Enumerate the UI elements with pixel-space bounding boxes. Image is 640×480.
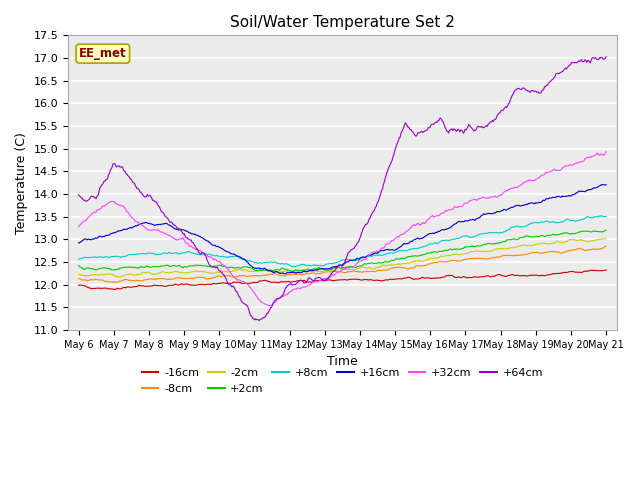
Line: +2cm: +2cm — [79, 230, 606, 271]
+16cm — [281, 271, 289, 276]
Line: -2cm: -2cm — [79, 239, 606, 277]
-2cm — [387, 262, 394, 268]
+32cm — [428, 213, 436, 219]
-2cm — [75, 272, 83, 277]
-8cm — [473, 256, 481, 262]
X-axis label: Time: Time — [327, 355, 358, 369]
+2cm — [428, 250, 436, 255]
+2cm — [211, 264, 218, 269]
-8cm — [112, 279, 120, 285]
+8cm — [428, 241, 436, 247]
Line: +16cm: +16cm — [79, 185, 606, 274]
+64cm — [168, 219, 176, 225]
+64cm — [255, 318, 263, 324]
-16cm — [110, 287, 118, 292]
+16cm — [473, 216, 481, 222]
Line: +64cm: +64cm — [79, 57, 606, 321]
-16cm — [602, 267, 610, 273]
+16cm — [387, 247, 394, 253]
-16cm — [314, 278, 322, 284]
+64cm — [75, 192, 83, 198]
+2cm — [602, 228, 610, 233]
Line: +32cm: +32cm — [79, 152, 606, 306]
+32cm — [473, 198, 481, 204]
Title: Soil/Water Temperature Set 2: Soil/Water Temperature Set 2 — [230, 15, 455, 30]
Text: EE_met: EE_met — [79, 47, 127, 60]
-16cm — [428, 276, 436, 281]
+32cm — [267, 303, 275, 309]
-8cm — [387, 266, 394, 272]
+64cm — [387, 162, 394, 168]
+8cm — [598, 213, 605, 218]
-16cm — [473, 274, 481, 280]
-2cm — [602, 236, 610, 241]
+16cm — [75, 240, 83, 246]
+8cm — [75, 256, 83, 262]
+32cm — [602, 149, 610, 155]
Line: -16cm: -16cm — [79, 270, 606, 289]
+32cm — [314, 278, 322, 284]
Line: +8cm: +8cm — [79, 216, 606, 267]
Line: -8cm: -8cm — [79, 246, 606, 282]
+2cm — [269, 268, 276, 274]
+16cm — [211, 242, 218, 248]
+2cm — [387, 258, 394, 264]
+2cm — [168, 264, 176, 269]
Legend: -16cm, -8cm, -2cm, +2cm, +8cm, +16cm, +32cm, +64cm: -16cm, -8cm, -2cm, +2cm, +8cm, +16cm, +3… — [138, 364, 547, 398]
-8cm — [428, 260, 436, 266]
+8cm — [473, 233, 481, 239]
+2cm — [314, 265, 322, 271]
+64cm — [602, 54, 610, 60]
-8cm — [75, 276, 83, 282]
-8cm — [169, 276, 177, 282]
-8cm — [314, 271, 322, 276]
-2cm — [428, 255, 436, 261]
-16cm — [75, 282, 83, 288]
+8cm — [314, 263, 322, 268]
-2cm — [602, 236, 609, 241]
-16cm — [211, 281, 219, 287]
-16cm — [387, 276, 394, 282]
+8cm — [387, 250, 394, 256]
-2cm — [211, 270, 219, 276]
+16cm — [428, 231, 436, 237]
+32cm — [211, 256, 218, 262]
+64cm — [314, 275, 322, 280]
-2cm — [314, 268, 322, 274]
Y-axis label: Temperature (C): Temperature (C) — [15, 132, 28, 234]
+8cm — [168, 251, 176, 256]
-2cm — [169, 269, 177, 275]
+2cm — [473, 243, 481, 249]
+32cm — [75, 224, 83, 230]
-2cm — [473, 248, 481, 254]
+2cm — [75, 263, 83, 268]
-16cm — [589, 267, 596, 273]
+32cm — [387, 239, 394, 245]
-2cm — [115, 274, 122, 280]
+64cm — [473, 126, 481, 132]
-8cm — [602, 243, 610, 249]
+32cm — [168, 234, 176, 240]
+8cm — [211, 252, 218, 258]
+16cm — [314, 266, 322, 272]
-8cm — [211, 274, 219, 280]
+64cm — [428, 121, 436, 127]
+64cm — [211, 264, 218, 269]
-16cm — [169, 282, 177, 288]
+8cm — [602, 214, 610, 219]
+8cm — [291, 264, 299, 270]
+16cm — [602, 182, 610, 188]
+16cm — [168, 224, 176, 229]
